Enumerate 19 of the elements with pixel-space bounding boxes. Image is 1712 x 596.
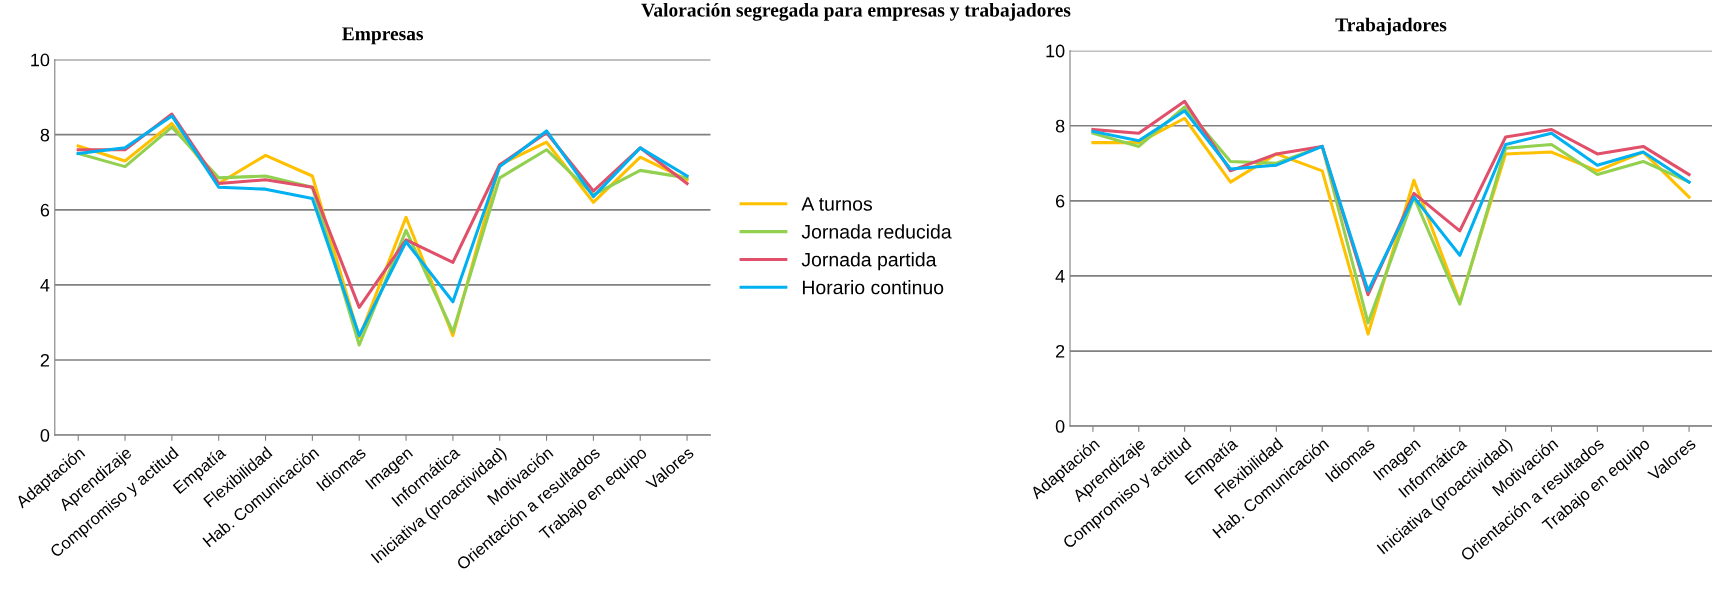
y-tick-label: 8: [1055, 119, 1065, 133]
y-tick-label: 2: [1056, 344, 1065, 358]
y-tick-label: 0: [1055, 420, 1065, 433]
legend-label: Jornada reducida: [801, 224, 952, 239]
y-tick-label: 10: [31, 53, 50, 67]
text: Valoración segregada para empresas y trabajadores: [641, 2, 1071, 21]
y-tick-label: 2: [40, 353, 50, 367]
y-tick-label: 8: [40, 128, 50, 142]
y-tick-label: 4: [1055, 270, 1065, 283]
y-tick-label: 0: [40, 429, 50, 442]
chart-title: Empresas: [342, 27, 424, 45]
y-tick-label: 6: [40, 203, 50, 217]
y-tick-label: 4: [40, 279, 50, 292]
y-tick-label: 10: [1046, 44, 1065, 58]
legend-label: A turnos: [801, 197, 873, 211]
legend-label: Horario continuo: [802, 280, 944, 295]
legend-label: Jornada partida: [801, 252, 937, 271]
chart-title: Trabajadores: [1335, 17, 1447, 36]
y-tick-label: 6: [1056, 194, 1065, 208]
